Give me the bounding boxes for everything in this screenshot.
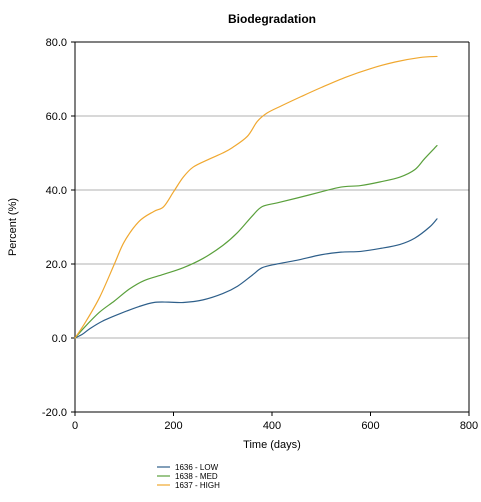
x-tick-label-2: 400 [263,420,281,432]
legend-label-3: 1637 - HIGH [175,481,220,490]
legend-label-2: 1638 - MED [175,472,218,481]
x-axis-title: Time (days) [243,439,301,451]
x-tick-label-0: 0 [72,420,78,432]
grid-layer [75,115,469,339]
x-tick-label-3: 600 [361,420,379,432]
legend-label-1: 1636 - LOW [175,463,219,472]
y-axis-title: Percent (%) [7,198,19,256]
x-tick-label-4: 800 [460,420,478,432]
series-line-3 [74,55,438,339]
series-line-2 [74,145,438,339]
series-layer [74,55,438,339]
y-tick-label-4: 60.0 [46,111,67,123]
chart-title: Biodegradation [228,12,316,26]
y-tick-label-0: -20.0 [42,407,67,419]
x-tick-label-1: 200 [164,420,182,432]
axes-layer: -20.0 0.0 20.0 40.0 60.0 80.0 0 200 400 600 800 [42,37,478,432]
y-tick-label-3: 40.0 [46,185,67,197]
y-tick-label-2: 20.0 [46,259,67,271]
series-line-1 [74,218,438,339]
y-tick-label-1: 0.0 [52,333,67,345]
y-tick-label-5: 80.0 [46,37,67,49]
